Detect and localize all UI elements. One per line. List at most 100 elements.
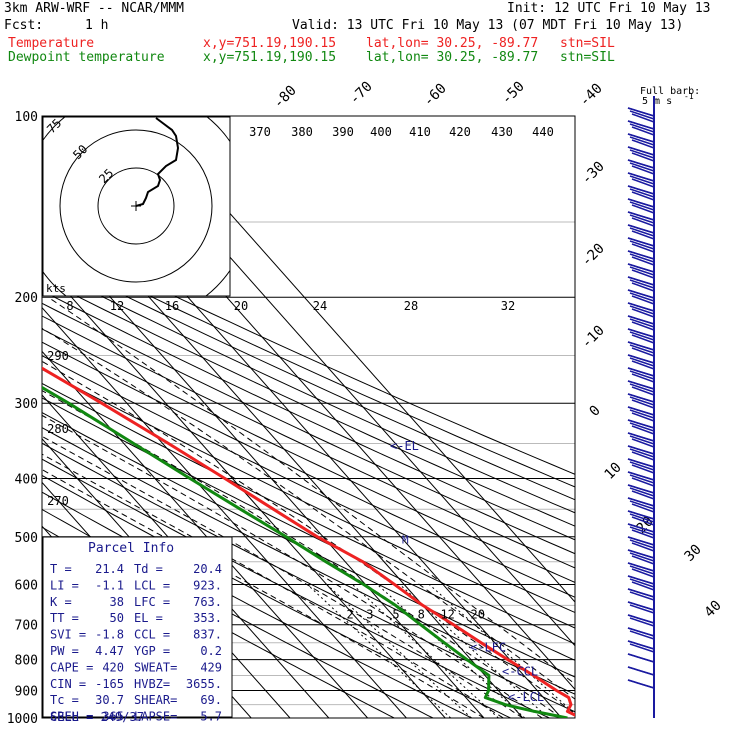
isotherm-label: 40 — [702, 598, 725, 621]
parcel-value: 3655. — [186, 677, 222, 691]
hodograph-speed-tick: 32 — [501, 299, 515, 313]
barb-legend-line1: Full barb: — [640, 86, 700, 97]
barb-feather — [629, 565, 655, 575]
wind-barb — [627, 666, 655, 676]
barb-feather — [629, 240, 655, 250]
barb-feather — [631, 308, 655, 318]
parcel-value: 20.4 — [193, 562, 222, 576]
parcel-value: 21.4 — [95, 562, 124, 576]
hodograph-speed-tick: 28 — [404, 299, 418, 313]
barb-staff — [627, 562, 655, 572]
parcel-value: 30.7 — [95, 693, 124, 707]
wind-barb — [627, 263, 655, 279]
parcel-key: Tc = — [50, 693, 79, 707]
parcel-value: 923. — [193, 578, 222, 592]
dry-adiabat — [42, 442, 575, 713]
dry-adiabat — [42, 243, 575, 488]
hodograph-trace — [135, 117, 180, 207]
wind-barb — [627, 224, 655, 240]
isotherm-label: -50 — [499, 79, 528, 108]
barb-feather — [631, 126, 655, 136]
wind-barb — [627, 432, 655, 448]
wind-barb — [627, 523, 655, 539]
parcel-value: -1.1 — [95, 578, 124, 592]
barb-feather — [629, 500, 655, 510]
parcel-value: 4.47 — [95, 644, 124, 658]
barb-feather — [631, 321, 655, 331]
barb-feather — [631, 191, 655, 201]
barb-feather — [629, 175, 655, 185]
mixing-ratio-label: 8 — [418, 608, 425, 622]
barb-feather — [631, 516, 655, 526]
barb-staff — [627, 380, 655, 390]
wind-barb — [627, 614, 655, 627]
parcel-key: LFC = — [134, 595, 170, 609]
wind-barb — [627, 497, 655, 513]
barb-staff — [627, 419, 655, 429]
barb-feather — [629, 630, 655, 640]
barb-staff — [627, 159, 655, 169]
pressure-label: 600 — [15, 578, 38, 593]
temperature-legend-latlon: lat,lon= 30.25, -89.77 — [366, 36, 539, 51]
theta-label: 440 — [532, 125, 554, 139]
barb-feather — [631, 399, 655, 409]
parcel-cell: CELL = 249/37 — [50, 710, 144, 724]
valid-time: Valid: 13 UTC Fri 10 May 13 (07 MDT Fri … — [292, 18, 684, 33]
barb-feather — [629, 357, 655, 367]
barb-feather — [629, 448, 655, 458]
parcel-key: TT = — [50, 611, 79, 625]
barb-feather — [629, 591, 655, 601]
parcel-value: 763. — [193, 595, 222, 609]
barb-feather — [631, 568, 655, 578]
barb-feather — [629, 253, 655, 263]
barb-feather — [629, 136, 655, 146]
barb-feather — [631, 529, 655, 539]
barb-staff — [627, 666, 655, 676]
mixing-ratio-label: 20 — [470, 608, 484, 622]
barb-feather — [629, 552, 655, 562]
mixing-ratio-line — [326, 584, 472, 718]
dry-adiabat — [42, 427, 575, 695]
wind-barb — [627, 159, 655, 175]
wind-barb — [627, 653, 655, 663]
barb-feather — [631, 542, 655, 552]
parcel-key: EL = — [134, 611, 163, 625]
wind-barb — [627, 276, 655, 292]
pressure-label: 900 — [15, 684, 38, 699]
wind-barb — [627, 393, 655, 409]
barb-feather — [631, 113, 655, 123]
isotherm-label: -80 — [271, 83, 300, 112]
wind-barb — [627, 562, 655, 578]
parcel-value: 429 — [200, 660, 222, 674]
wind-barb — [627, 146, 655, 162]
isotherm — [143, 116, 575, 603]
mixing-ratio-label: 5 — [392, 608, 399, 622]
barb-feather — [629, 513, 655, 523]
barb-feather — [629, 201, 655, 211]
parcel-value: 69. — [200, 693, 222, 707]
level-marker: <-LCL — [508, 690, 544, 704]
barb-staff — [627, 120, 655, 130]
wind-barb — [627, 380, 655, 396]
hodograph-speed-tick: 20 — [234, 299, 248, 313]
barb-staff — [627, 224, 655, 234]
wind-barb — [627, 627, 655, 640]
barb-feather — [631, 139, 655, 149]
dry-adiabat — [42, 315, 575, 569]
barb-staff — [627, 549, 655, 559]
barb-staff — [627, 250, 655, 260]
parcel-info-panel: Parcel Info T = 21.4 Td = 20.4 LI = -1.1 LCL = 9… — [42, 536, 233, 724]
barb-feather — [629, 435, 655, 445]
dry-adiabat — [42, 355, 575, 614]
barb-staff — [627, 198, 655, 208]
barb-feather — [629, 162, 655, 172]
barb-staff — [627, 653, 655, 663]
moist-adiabat — [42, 468, 485, 718]
barb-feather — [629, 279, 655, 289]
barb-feather — [631, 347, 655, 357]
isotherm-label: -60 — [421, 81, 450, 110]
barb-staff — [627, 185, 655, 195]
barb-feather — [631, 256, 655, 266]
barb-feather — [631, 269, 655, 279]
barb-staff — [627, 406, 655, 416]
